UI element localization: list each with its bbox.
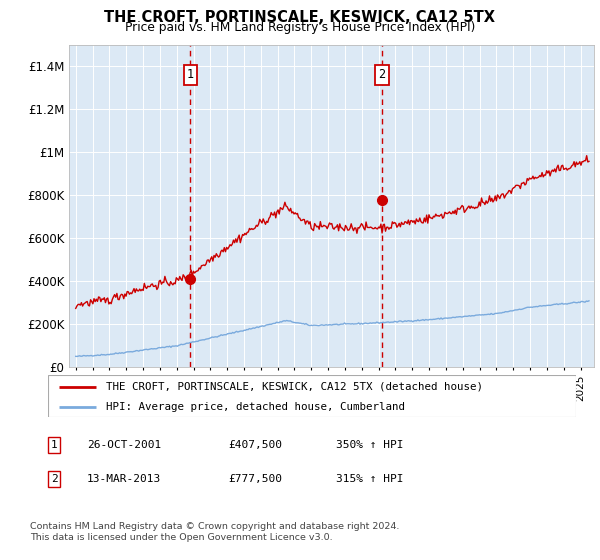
Text: This data is licensed under the Open Government Licence v3.0.: This data is licensed under the Open Gov… [30, 533, 332, 542]
Text: 1: 1 [50, 440, 58, 450]
Text: THE CROFT, PORTINSCALE, KESWICK, CA12 5TX (detached house): THE CROFT, PORTINSCALE, KESWICK, CA12 5T… [106, 381, 483, 391]
Text: 315% ↑ HPI: 315% ↑ HPI [336, 474, 404, 484]
Text: HPI: Average price, detached house, Cumberland: HPI: Average price, detached house, Cumb… [106, 402, 405, 412]
Text: 2: 2 [378, 68, 385, 81]
Text: Contains HM Land Registry data © Crown copyright and database right 2024.: Contains HM Land Registry data © Crown c… [30, 522, 400, 531]
Text: 13-MAR-2013: 13-MAR-2013 [87, 474, 161, 484]
Text: Price paid vs. HM Land Registry's House Price Index (HPI): Price paid vs. HM Land Registry's House … [125, 21, 475, 34]
Text: 1: 1 [187, 68, 194, 81]
Text: 350% ↑ HPI: 350% ↑ HPI [336, 440, 404, 450]
Text: THE CROFT, PORTINSCALE, KESWICK, CA12 5TX: THE CROFT, PORTINSCALE, KESWICK, CA12 5T… [104, 10, 496, 25]
Text: £777,500: £777,500 [228, 474, 282, 484]
Text: £407,500: £407,500 [228, 440, 282, 450]
Text: 2: 2 [50, 474, 58, 484]
Text: 26-OCT-2001: 26-OCT-2001 [87, 440, 161, 450]
